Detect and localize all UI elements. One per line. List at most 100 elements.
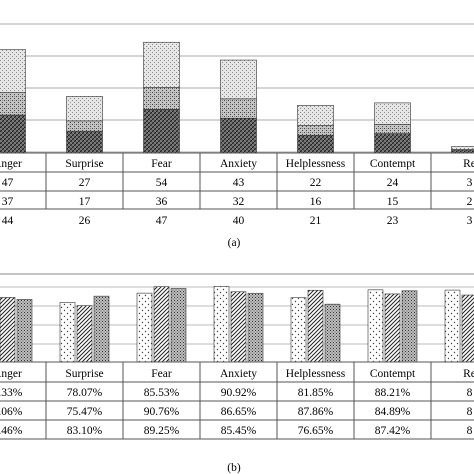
bar-a-seg xyxy=(297,134,334,154)
table-b-value: 76.65% xyxy=(298,425,334,437)
table-a-value: 44 xyxy=(2,215,14,227)
table-a-value: 40 xyxy=(233,215,245,227)
table-b-value: 85.45% xyxy=(221,425,257,437)
bar-b xyxy=(76,305,93,363)
table-b-value: 4.33% xyxy=(0,387,23,399)
bar-b xyxy=(247,292,264,363)
table-b-category: Re xyxy=(463,368,474,380)
bar-b xyxy=(461,294,474,363)
bar-b xyxy=(367,289,384,363)
chart-b-table: Anger 4.33% 2.06% 0.46% Surprise 78.07% 75.47%… xyxy=(0,361,474,440)
table-b-value: 8 xyxy=(467,406,473,418)
table-b-value: 89.25% xyxy=(144,425,180,437)
bar-a-seg xyxy=(297,125,334,136)
chart-a-caption: (a) xyxy=(228,237,241,249)
table-b-value: 87.86% xyxy=(298,406,334,418)
table-b-value: 85.53% xyxy=(144,387,180,399)
table-a-category: Anger xyxy=(0,158,22,170)
bar-b xyxy=(290,297,307,363)
table-b-value: 88.21% xyxy=(375,387,411,399)
bar-a-seg xyxy=(66,120,103,132)
table-b-value: 75.47% xyxy=(67,406,103,418)
table-a-value: 21 xyxy=(310,215,322,227)
table-b-category: Contempt xyxy=(370,368,416,380)
table-a-value: 47 xyxy=(2,177,14,189)
bar-a-seg xyxy=(374,124,411,134)
bar-a-seg xyxy=(374,102,411,125)
table-b-value: 83.10% xyxy=(67,425,103,437)
table-a-value: 15 xyxy=(387,196,399,208)
bar-b xyxy=(324,303,341,363)
bar-b xyxy=(401,290,418,363)
bar-a-seg xyxy=(143,87,180,110)
bar-a-seg xyxy=(143,41,180,88)
table-b-value: 78.07% xyxy=(67,387,103,399)
bar-a-seg xyxy=(66,96,103,122)
table-a-value: 16 xyxy=(310,196,322,208)
table-b-value: 87.42% xyxy=(375,425,411,437)
bar-a-seg xyxy=(220,59,257,100)
bar-a-seg xyxy=(297,105,334,126)
bar-a-seg xyxy=(220,98,257,119)
bar-b xyxy=(0,297,16,363)
bar-b xyxy=(213,286,230,363)
table-a-value: 3 xyxy=(467,215,473,227)
table-b-category: Anger xyxy=(0,368,22,380)
bar-b xyxy=(170,288,187,363)
chart-a xyxy=(0,23,474,154)
table-a-category: Fear xyxy=(151,158,172,170)
bar-b xyxy=(307,289,324,363)
table-b-value: 8 xyxy=(467,387,473,399)
table-b-value: 90.92% xyxy=(221,387,257,399)
bar-b xyxy=(136,292,153,363)
table-a-value: 36 xyxy=(156,196,168,208)
table-b-value: 2.06% xyxy=(0,406,23,418)
bar-b xyxy=(59,302,76,363)
bar-a-seg xyxy=(143,109,180,154)
bar-b xyxy=(16,299,33,363)
bar-b xyxy=(153,286,170,363)
table-b-value: 0.46% xyxy=(0,425,23,437)
table-a-value: 3 xyxy=(467,177,473,189)
table-a-category: Helplessness xyxy=(286,158,346,170)
table-a-value: 54 xyxy=(156,177,168,189)
bar-a-seg xyxy=(220,117,257,154)
bar-b xyxy=(444,289,461,363)
table-a-value: 2 xyxy=(467,196,473,208)
chart-b xyxy=(0,273,474,363)
table-a-value: 27 xyxy=(79,177,91,189)
table-b-category: Anxiety xyxy=(220,368,257,380)
table-b-category: Fear xyxy=(151,368,172,380)
table-a-category: Surprise xyxy=(65,158,103,170)
table-a-value: 17 xyxy=(79,196,91,208)
table-b-value: 90.76% xyxy=(144,406,180,418)
table-a-value: 37 xyxy=(2,196,14,208)
bar-a-seg xyxy=(0,92,26,116)
bar-b xyxy=(230,291,247,363)
bar-b xyxy=(384,293,401,363)
table-b-category: Surprise xyxy=(65,368,103,380)
table-a-value: 26 xyxy=(79,215,91,227)
table-a-value: 43 xyxy=(233,177,245,189)
table-a-value: 47 xyxy=(156,215,168,227)
bar-a-seg xyxy=(0,114,26,154)
table-a-value: 22 xyxy=(310,177,322,189)
chart-b-caption: (b) xyxy=(227,462,241,474)
table-a-category: Re xyxy=(463,158,474,170)
bar-a-seg xyxy=(66,130,103,154)
table-a-value: 24 xyxy=(387,177,399,189)
chart-a-table: Anger 47 37 44 Surprise 27 17 26 Fear 54 36 47 Anxie… xyxy=(0,152,474,227)
bar-a-seg xyxy=(451,146,474,150)
table-b-value: 86.65% xyxy=(221,406,257,418)
table-a-value: 32 xyxy=(233,196,245,208)
table-b-value: 84.89% xyxy=(375,406,411,418)
bar-a-seg xyxy=(0,49,26,93)
table-b-value: 8 xyxy=(467,425,473,437)
table-b-value: 81.85% xyxy=(298,387,334,399)
bar-a-seg xyxy=(374,133,411,154)
bar-b xyxy=(93,295,110,363)
table-a-category: Contempt xyxy=(370,158,416,170)
table-a-value: 23 xyxy=(387,215,399,227)
table-a-category: Anxiety xyxy=(220,158,257,170)
